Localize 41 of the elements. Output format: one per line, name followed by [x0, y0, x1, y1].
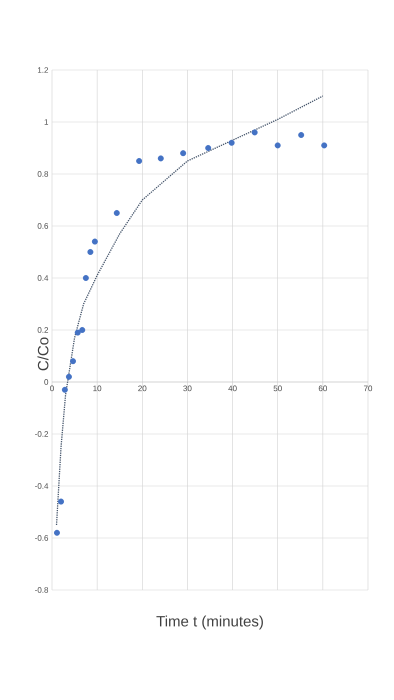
y-tick-label: -0.8	[35, 587, 48, 593]
point	[58, 498, 64, 505]
point	[62, 386, 68, 393]
x-tick-label: 10	[93, 386, 102, 392]
point	[228, 140, 235, 146]
point	[180, 150, 186, 156]
y-tick-label: 1.2	[38, 67, 48, 73]
x-tick-label: 70	[364, 386, 372, 392]
point	[54, 530, 60, 536]
point	[66, 374, 72, 380]
point	[321, 142, 328, 148]
y-tick-label: 0	[44, 379, 48, 385]
point	[158, 155, 164, 162]
y-tick-label: 0.6	[38, 223, 48, 229]
point	[114, 210, 120, 216]
point	[70, 358, 76, 364]
x-tick-label: 50	[274, 386, 282, 392]
x-axis-title: Time t (minutes)	[156, 616, 263, 630]
x-tick-label: 60	[318, 386, 327, 392]
y-tick-label: 0.4	[38, 275, 48, 281]
y-tick-label: 1	[44, 119, 48, 125]
point	[274, 142, 281, 148]
x-tick-label: 20	[138, 386, 146, 392]
point	[136, 158, 142, 164]
y-tick-label: -0.6	[35, 535, 48, 541]
point	[87, 248, 94, 255]
y-tick-label: 0.8	[38, 171, 48, 177]
y-axis-title: C/Co	[37, 338, 48, 370]
point	[205, 144, 212, 151]
x-tick-label: 30	[183, 386, 192, 392]
point	[82, 274, 89, 281]
point	[74, 330, 81, 336]
point	[92, 238, 98, 245]
x-tick-label: 40	[228, 386, 237, 392]
y-tick-label: -0.4	[35, 483, 48, 489]
point	[298, 132, 304, 138]
point	[252, 129, 258, 136]
point	[79, 326, 86, 333]
x-tick-label: 0	[50, 386, 54, 392]
y-tick-label: -0.2	[35, 431, 48, 437]
y-tick-label: 0.2	[38, 327, 48, 333]
